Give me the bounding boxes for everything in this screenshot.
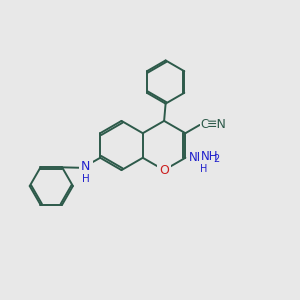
Text: NH: NH bbox=[200, 150, 218, 163]
Text: ₂: ₂ bbox=[208, 153, 213, 163]
Text: ≡N: ≡N bbox=[206, 118, 226, 131]
Text: H: H bbox=[200, 164, 207, 174]
Text: H: H bbox=[82, 174, 90, 184]
Text: C: C bbox=[200, 118, 208, 131]
Text: NH: NH bbox=[189, 151, 207, 164]
Text: 2: 2 bbox=[213, 154, 220, 164]
Text: N: N bbox=[81, 160, 91, 172]
Text: O: O bbox=[159, 164, 169, 177]
